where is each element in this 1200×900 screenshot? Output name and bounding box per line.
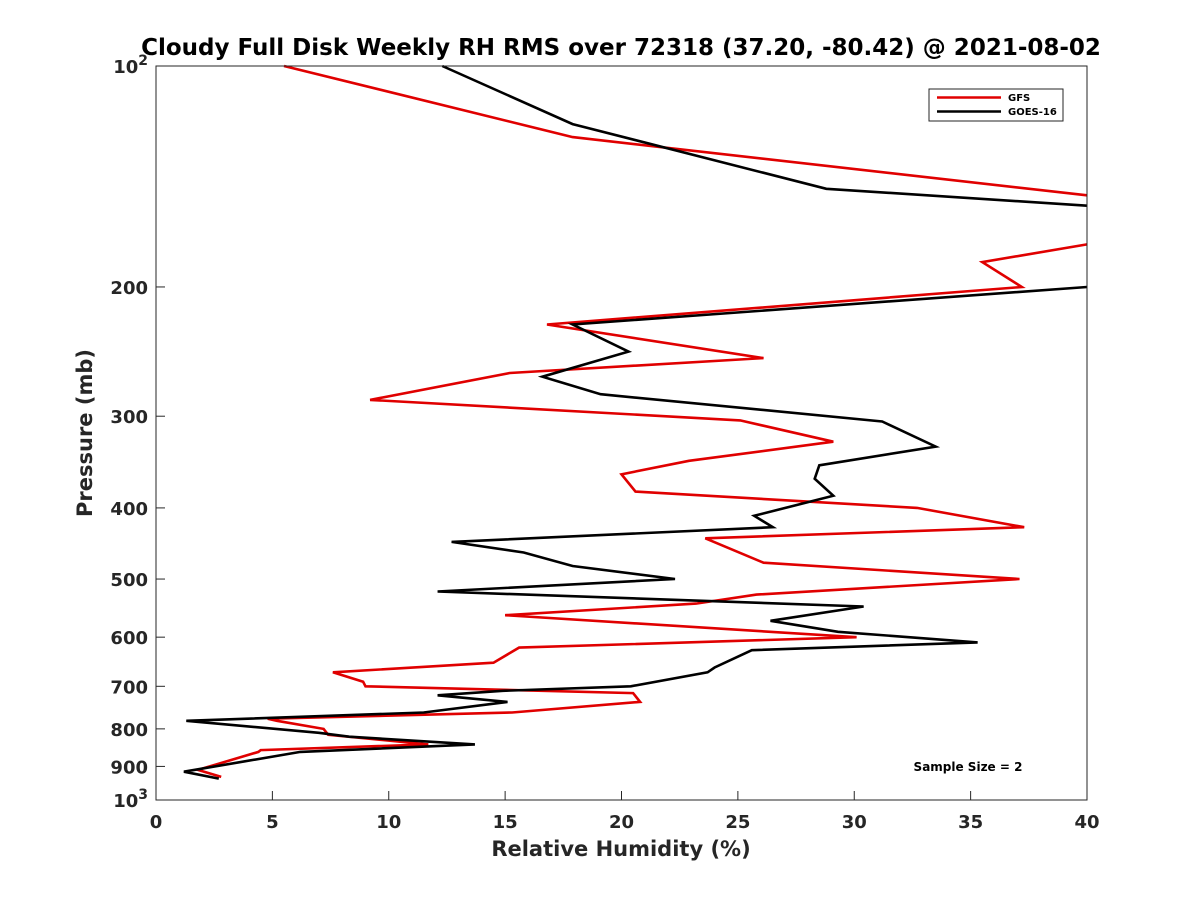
y-tick-label: 400: [110, 499, 148, 520]
x-tick-label: 30: [842, 812, 867, 833]
x-axis-label: Relative Humidity (%): [491, 837, 750, 861]
x-tick-label: 10: [376, 812, 401, 833]
y-tick-label: 103: [113, 787, 148, 812]
y-tick-label: 500: [110, 570, 148, 591]
x-tick-label: 20: [609, 812, 634, 833]
y-tick-label: 600: [110, 628, 148, 649]
y-tick-label: 700: [110, 677, 148, 698]
y-tick-label: 102: [113, 53, 148, 78]
y-tick-exponent: 2: [138, 53, 148, 69]
x-tick-label: 15: [493, 812, 518, 833]
legend-label-goes-16: GOES-16: [1008, 107, 1057, 118]
chart-title: Cloudy Full Disk Weekly RH RMS over 7231…: [141, 35, 1101, 61]
x-axis-ticks: 0 5 10 15 20 25 30 35 40: [150, 791, 1100, 833]
y-tick-label: 800: [110, 720, 148, 741]
y-tick-label: 300: [110, 407, 148, 428]
y-tick-base: 10: [113, 57, 138, 78]
x-tick-label: 0: [150, 812, 163, 833]
x-tick-label: 25: [725, 812, 750, 833]
x-tick-label: 40: [1074, 812, 1099, 833]
x-tick-label: 35: [958, 812, 983, 833]
plot-area: [156, 66, 1087, 800]
y-tick-label: 900: [110, 757, 148, 778]
series-line-gfs: [193, 64, 1088, 779]
series-line-goes-16: [183, 64, 1088, 780]
sample-size-annotation: Sample Size = 2: [914, 760, 1023, 774]
legend: GFS GOES-16: [928, 88, 1064, 122]
y-tick-base: 10: [113, 791, 138, 812]
y-tick-exponent: 3: [138, 787, 148, 803]
legend-label-gfs: GFS: [1008, 93, 1030, 104]
x-tick-label: 5: [266, 812, 279, 833]
series-layer: [183, 64, 1088, 780]
y-axis-label: Pressure (mb): [73, 349, 97, 517]
legend-box: [928, 88, 1064, 122]
y-tick-label: 200: [110, 278, 148, 299]
